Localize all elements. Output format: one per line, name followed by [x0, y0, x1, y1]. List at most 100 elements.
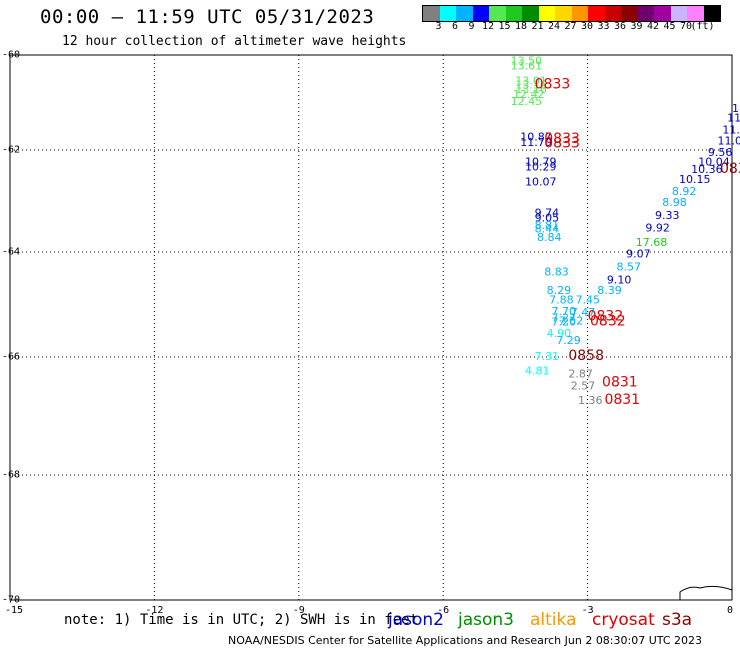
- wave-height-label: 8.29: [547, 284, 572, 297]
- legend-altika: altika: [530, 610, 577, 630]
- latitude-label: -70: [2, 594, 21, 606]
- colorbar-swatch: [604, 6, 621, 21]
- wave-height-label: 12.45: [511, 95, 543, 108]
- wave-height-label: 10.29: [525, 160, 557, 173]
- pass-time-label: 0833: [544, 136, 580, 152]
- colorbar-tick-label: 36: [613, 21, 627, 32]
- wave-height-label: 7.20: [552, 316, 577, 329]
- pass-time-label: 0858: [568, 348, 604, 364]
- wave-height-label: 9.92: [645, 222, 670, 235]
- colorbar-tick-label: 33: [597, 21, 610, 32]
- map-gridlines: [10, 55, 732, 600]
- wave-height-label: 9.74: [535, 206, 560, 219]
- wave-height-label: 11: [732, 102, 740, 115]
- wave-height-label: 7.88: [549, 293, 574, 306]
- colorbar-tick-label: 42: [646, 21, 660, 32]
- wave-height-label: 11.60: [722, 123, 740, 136]
- colorbar-swatch: [571, 6, 588, 21]
- colorbar-tick-label: 3: [435, 21, 442, 32]
- longitude-label: -12: [145, 605, 164, 616]
- colorbar-swatch: [555, 6, 572, 21]
- longitude-label: -9: [292, 605, 305, 616]
- wave-height-label: 1.36: [578, 394, 603, 407]
- map-title: 00:00 – 11:59 UTC 05/31/2023: [40, 6, 375, 28]
- wave-height-label: 12.42: [513, 88, 545, 101]
- wave-height-label: 17.68: [636, 236, 668, 249]
- wave-height-label: 10.07: [525, 176, 557, 189]
- colorbar-swatch: [456, 6, 473, 21]
- wave-height-label: 7.47: [571, 306, 596, 319]
- wave-height-label: 7.52: [559, 314, 584, 327]
- legend-s3a: s3a: [662, 610, 693, 630]
- pass-time-label: 0833: [544, 131, 580, 147]
- longitude-label: 0: [726, 605, 734, 616]
- wave-height-label: 13.16: [515, 78, 547, 91]
- wave-height-label: 9.56: [708, 146, 733, 159]
- wave-height-label: 10.36: [691, 163, 723, 176]
- colorbar-tick-label: 30: [580, 21, 594, 32]
- wave-height-label: 8.92: [672, 185, 697, 198]
- wave-height-label: 8.81: [535, 219, 560, 232]
- colorbar-swatch: [621, 6, 638, 21]
- colorbar-tick-label: 70: [679, 21, 693, 32]
- colorbar-swatch: [588, 6, 605, 21]
- pass-time-label: 0833: [535, 76, 571, 92]
- wave-height-label: 9.07: [626, 247, 651, 260]
- wave-height-label: 8.44: [535, 223, 560, 236]
- colorbar-swatch: [522, 6, 539, 21]
- wave-height-label: 10.04: [698, 155, 730, 168]
- wave-height-label: 9.10: [607, 274, 632, 287]
- longitude-label: -15: [4, 605, 24, 616]
- colorbar-tick-label: 9: [468, 21, 475, 32]
- legend-jason2: jason2: [388, 610, 444, 630]
- colorbar-swatch: [423, 6, 440, 21]
- colorbar-swatch: [703, 6, 720, 21]
- colorbar-tick-label: 21: [531, 21, 544, 32]
- colorbar-tick-label: 39: [630, 21, 643, 32]
- longitude-label: -3: [581, 605, 594, 616]
- latitude-label: -62: [2, 144, 21, 156]
- colorbar-tick-label: 27: [564, 21, 577, 32]
- coastline: [679, 585, 733, 600]
- colorbar-tick-label: (ft): [690, 21, 715, 32]
- colorbar-tick-label: 18: [514, 21, 528, 32]
- colorbar-swatch: [687, 6, 704, 21]
- map-subtitle: 12 hour collection of altimeter wave hei…: [62, 34, 407, 49]
- wave-height-label: 2.57: [571, 379, 596, 392]
- colorbar-swatch: [472, 6, 489, 21]
- colorbar-swatch: [670, 6, 687, 21]
- colorbar-tick-label: 6: [451, 21, 459, 32]
- wave-height-label: 2.87: [568, 368, 593, 381]
- footer-note: note: 1) Time is in UTC; 2) SWH is in fe…: [64, 612, 419, 628]
- observation-labels: 13.5013.6113.0113.1613.1612.4212.4508331…: [511, 55, 740, 409]
- wave-height-label: 4.81: [525, 365, 550, 378]
- wave-height-colorbar: [422, 5, 721, 22]
- longitude-label: -6: [437, 605, 450, 616]
- credit-line: NOAA/NESDIS Center for Satellite Applica…: [228, 634, 703, 647]
- wave-height-label: 10.79: [525, 155, 557, 168]
- wave-height-label: 11.70: [520, 136, 552, 149]
- wave-height-label: 10.87: [520, 131, 552, 144]
- wave-height-label: 7.29: [556, 334, 581, 347]
- wave-height-label: 7.45: [576, 293, 601, 306]
- legend-jason3: jason3: [458, 610, 514, 630]
- colorbar-tick-label: 24: [547, 21, 561, 32]
- wave-height-label: 13.16: [515, 83, 547, 96]
- wave-height-label: 8.39: [597, 284, 622, 297]
- colorbar-tick-label: 45: [663, 21, 676, 32]
- wave-height-label: 11.: [727, 112, 740, 125]
- wave-height-label: 8.57: [616, 260, 641, 273]
- map-frame: [9, 54, 733, 601]
- colorbar-tick-label: 12: [481, 21, 495, 32]
- wave-height-label: 8.83: [544, 266, 569, 279]
- wave-height-label: 11.04: [718, 134, 740, 147]
- pass-time-label: 0832: [588, 308, 624, 324]
- colorbar-swatch: [538, 6, 555, 21]
- wave-height-label: 9.33: [655, 209, 680, 222]
- wave-height-label: 13.61: [511, 59, 543, 72]
- pass-time-label: 0832: [590, 314, 626, 330]
- colorbar-swatch: [637, 6, 654, 21]
- wave-height-label: 7.31: [535, 350, 560, 363]
- colorbar-swatch: [654, 6, 671, 21]
